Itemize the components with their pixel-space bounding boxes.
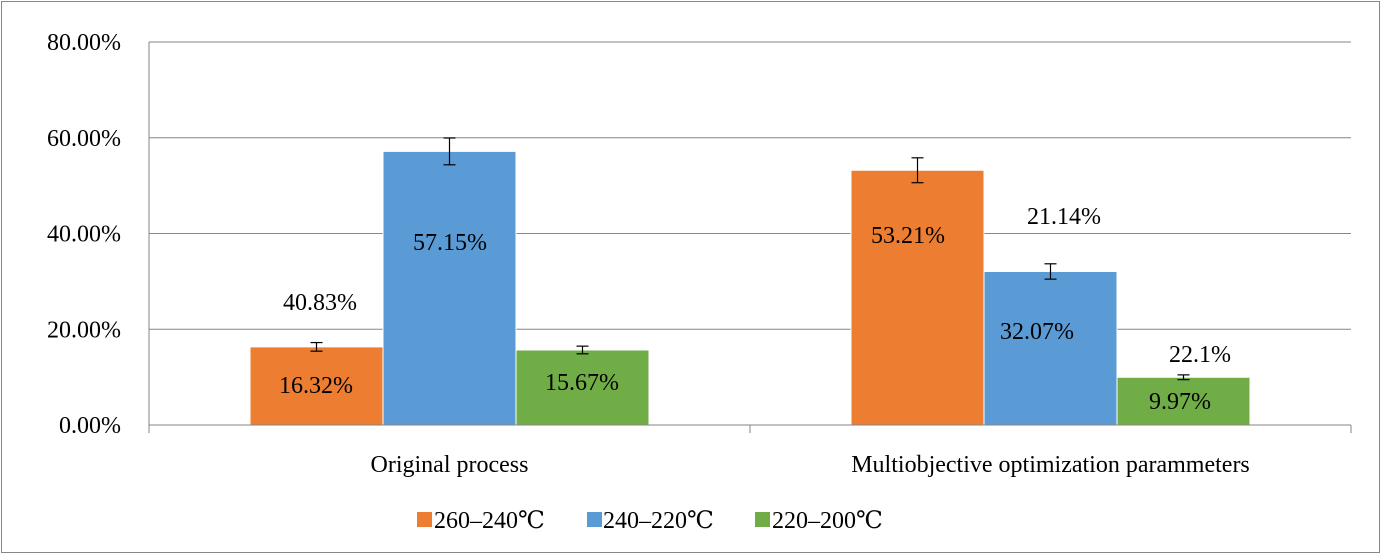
bar — [983, 270, 1118, 426]
data-label: 15.67% — [545, 370, 619, 396]
annotation-label: 40.83% — [283, 290, 357, 316]
legend-swatch — [755, 512, 770, 527]
annotation-label: 21.14% — [1027, 204, 1101, 230]
gridlines — [149, 41, 1351, 330]
data-labels: 16.32% 53.21% 57.15% 32.07% 15.67% 9.97% 40.83… — [279, 204, 1231, 415]
legend-label: 240–220℃ — [603, 508, 714, 534]
annotation-label: 22.1% — [1169, 342, 1231, 368]
y-tick-label: 40.00% — [47, 222, 121, 248]
y-tick-label: 60.00% — [47, 126, 121, 152]
legend: 260–240℃ 240–220℃ 220–200℃ — [417, 508, 883, 534]
y-tick-label: 80.00% — [47, 30, 121, 56]
bars — [249, 150, 1251, 426]
axes: 0.00% 20.00% 40.00% 60.00% 80.00% Original pr… — [47, 30, 1352, 478]
y-tick-label: 20.00% — [47, 317, 121, 343]
legend-swatch — [587, 512, 602, 527]
data-label: 53.21% — [871, 223, 945, 249]
category-label: Original process — [371, 452, 529, 478]
data-label: 9.97% — [1149, 389, 1211, 415]
legend-swatch — [417, 512, 432, 527]
data-label: 32.07% — [1000, 319, 1074, 345]
bar — [850, 169, 985, 426]
error-bars — [310, 137, 1190, 381]
y-tick-label: 0.00% — [59, 413, 121, 439]
legend-label: 220–200℃ — [772, 508, 883, 534]
data-label: 16.32% — [279, 373, 353, 399]
category-label: Multiobjective optimization parammeters — [851, 452, 1250, 478]
data-label: 57.15% — [413, 230, 487, 256]
legend-label: 260–240℃ — [434, 508, 545, 534]
bar — [515, 349, 650, 426]
bar — [1116, 376, 1251, 426]
bar — [382, 150, 517, 426]
